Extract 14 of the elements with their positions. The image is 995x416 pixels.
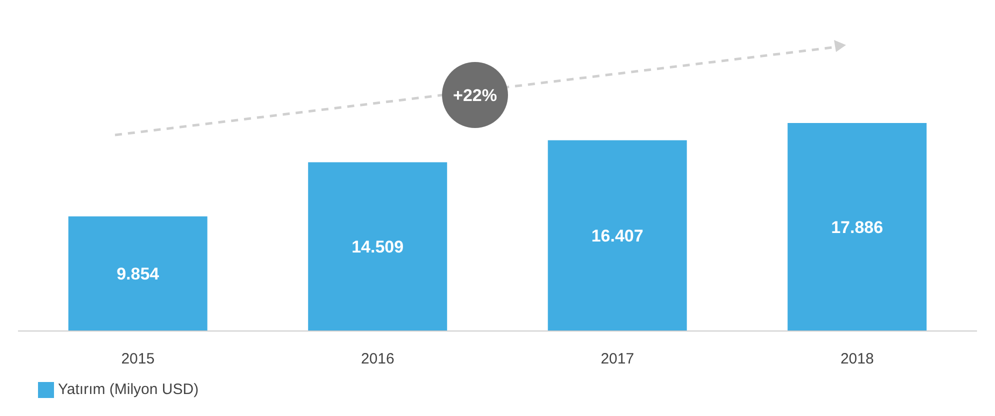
bar — [308, 162, 448, 331]
x-tick-label: 2016 — [360, 350, 394, 368]
data-label: 16.407 — [591, 226, 644, 246]
x-tick-label: 2017 — [600, 350, 634, 368]
bar — [548, 140, 687, 331]
bar — [788, 123, 927, 331]
data-label: 14.509 — [352, 238, 404, 257]
legend-label: Yatırım (Milyon USD) — [58, 380, 199, 398]
data-label: 17.886 — [831, 218, 884, 238]
data-label: 9.854 — [116, 264, 160, 284]
x-tick-label: 2018 — [840, 350, 874, 368]
x-tick-label: 2015 — [121, 350, 155, 368]
text: +22% — [453, 86, 497, 105]
bar — [68, 216, 208, 331]
